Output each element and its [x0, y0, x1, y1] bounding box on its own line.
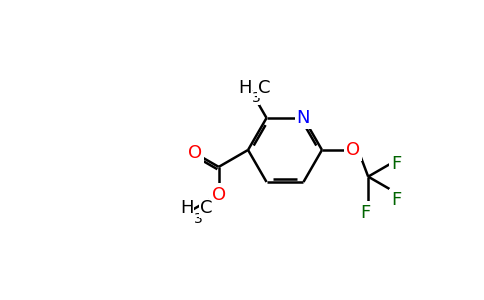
Text: C: C	[200, 200, 212, 217]
Text: 3: 3	[252, 91, 260, 105]
Text: F: F	[361, 204, 371, 222]
Text: H: H	[180, 200, 194, 217]
Text: F: F	[391, 155, 401, 173]
Text: O: O	[212, 186, 226, 204]
Text: C: C	[257, 79, 270, 97]
Text: 3: 3	[194, 212, 202, 226]
Text: H: H	[238, 79, 252, 97]
Text: O: O	[346, 141, 360, 159]
Text: N: N	[297, 109, 310, 127]
Text: F: F	[391, 191, 401, 209]
Text: O: O	[188, 144, 202, 162]
